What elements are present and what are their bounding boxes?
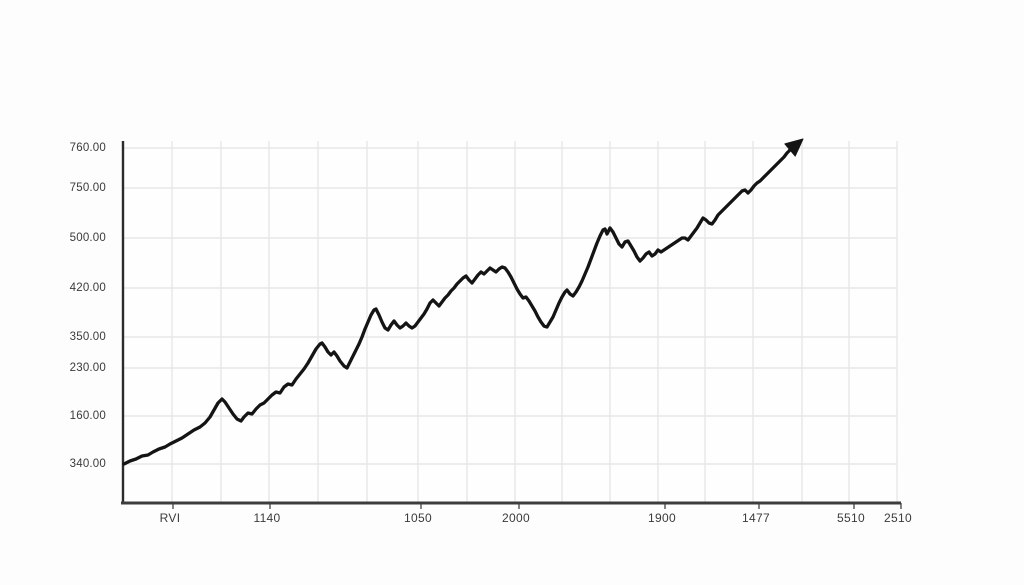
y-tick-label: 160.00 <box>69 410 106 422</box>
x-tick-label: 1900 <box>648 511 676 525</box>
x-tick-label: 2000 <box>502 511 530 525</box>
y-tick-label: 340.00 <box>69 458 106 470</box>
x-tick-label: 1050 <box>404 511 432 525</box>
y-tick-label: 760.00 <box>69 142 106 154</box>
plot-background <box>123 141 897 503</box>
trend-line-path <box>122 148 792 466</box>
x-tick-label: 5510 <box>837 511 865 525</box>
y-tick-label: 420.00 <box>69 282 106 294</box>
y-tick-label: 500.00 <box>69 232 106 244</box>
x-tick-label: 1140 <box>253 511 281 525</box>
y-tick-label: 350.00 <box>69 331 106 343</box>
x-tick-label: RVI <box>159 511 181 525</box>
y-tick-label: 750.00 <box>69 182 106 194</box>
x-tick-label: 2510 <box>884 511 912 525</box>
x-tick-label: 1477 <box>742 511 770 525</box>
y-tick-label: 230.00 <box>69 362 106 374</box>
trend-arrowhead-icon <box>784 138 804 157</box>
